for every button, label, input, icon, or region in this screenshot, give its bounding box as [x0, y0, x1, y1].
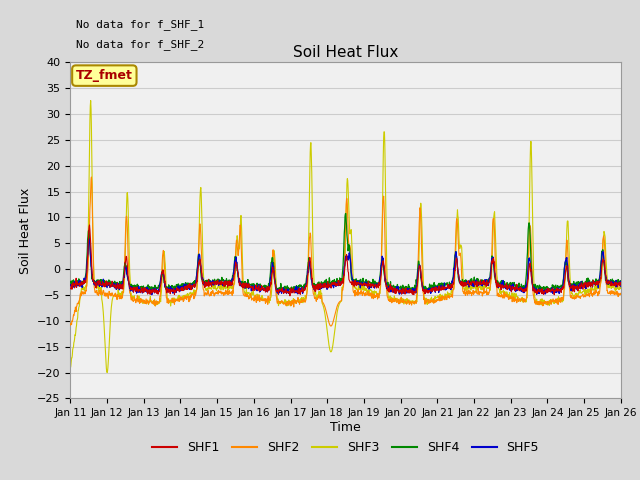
SHF3 — [67, 365, 74, 371]
SHF2 — [176, 298, 184, 303]
SHF1 — [67, 286, 74, 292]
SHF5 — [432, 286, 440, 291]
SHF4 — [250, 282, 258, 288]
SHF5 — [177, 284, 184, 289]
Legend: SHF1, SHF2, SHF3, SHF4, SHF5: SHF1, SHF2, SHF3, SHF4, SHF5 — [147, 436, 544, 459]
SHF2 — [67, 322, 74, 328]
Line: SHF2: SHF2 — [70, 177, 621, 326]
Title: Soil Heat Flux: Soil Heat Flux — [293, 45, 398, 60]
SHF3 — [252, 293, 259, 299]
SHF4 — [552, 286, 560, 291]
SHF5 — [85, 236, 93, 241]
SHF2 — [432, 300, 440, 305]
SHF2 — [189, 292, 197, 298]
SHF1 — [251, 288, 259, 293]
SHF5 — [504, 285, 511, 290]
SHF3 — [552, 296, 560, 302]
SHF1 — [552, 288, 560, 293]
SHF2 — [88, 174, 95, 180]
SHF1 — [189, 283, 197, 288]
SHF5 — [67, 282, 74, 288]
SHF3 — [103, 370, 111, 375]
SHF1 — [176, 287, 184, 292]
SHF4 — [431, 284, 439, 290]
SHF4 — [617, 278, 625, 284]
SHF4 — [342, 211, 349, 216]
SHF1 — [286, 293, 294, 299]
SHF5 — [552, 289, 560, 295]
SHF3 — [177, 294, 184, 300]
SHF3 — [432, 294, 440, 300]
Line: SHF5: SHF5 — [70, 239, 621, 295]
Line: SHF4: SHF4 — [70, 214, 621, 292]
SHF5 — [148, 292, 156, 298]
Text: No data for f_SHF_1: No data for f_SHF_1 — [76, 19, 204, 30]
SHF1 — [86, 222, 93, 228]
SHF4 — [551, 289, 559, 295]
SHF1 — [504, 283, 511, 288]
SHF4 — [175, 284, 183, 289]
SHF2 — [617, 291, 625, 297]
SHF2 — [504, 292, 511, 298]
SHF3 — [504, 291, 511, 297]
SHF4 — [504, 280, 511, 286]
Line: SHF3: SHF3 — [70, 101, 621, 372]
SHF5 — [252, 283, 259, 289]
SHF3 — [617, 285, 625, 291]
SHF1 — [432, 287, 440, 293]
Y-axis label: Soil Heat Flux: Soil Heat Flux — [19, 187, 31, 274]
SHF2 — [251, 297, 259, 302]
SHF3 — [87, 98, 95, 104]
SHF4 — [189, 280, 196, 286]
SHF3 — [189, 291, 197, 297]
SHF5 — [617, 284, 625, 289]
SHF1 — [617, 282, 625, 288]
SHF5 — [189, 281, 197, 287]
SHF4 — [67, 280, 74, 286]
Text: No data for f_SHF_2: No data for f_SHF_2 — [76, 39, 204, 50]
SHF2 — [552, 300, 560, 306]
Line: SHF1: SHF1 — [70, 225, 621, 296]
X-axis label: Time: Time — [330, 421, 361, 434]
SHF2 — [327, 323, 335, 329]
Text: TZ_fmet: TZ_fmet — [76, 69, 132, 82]
